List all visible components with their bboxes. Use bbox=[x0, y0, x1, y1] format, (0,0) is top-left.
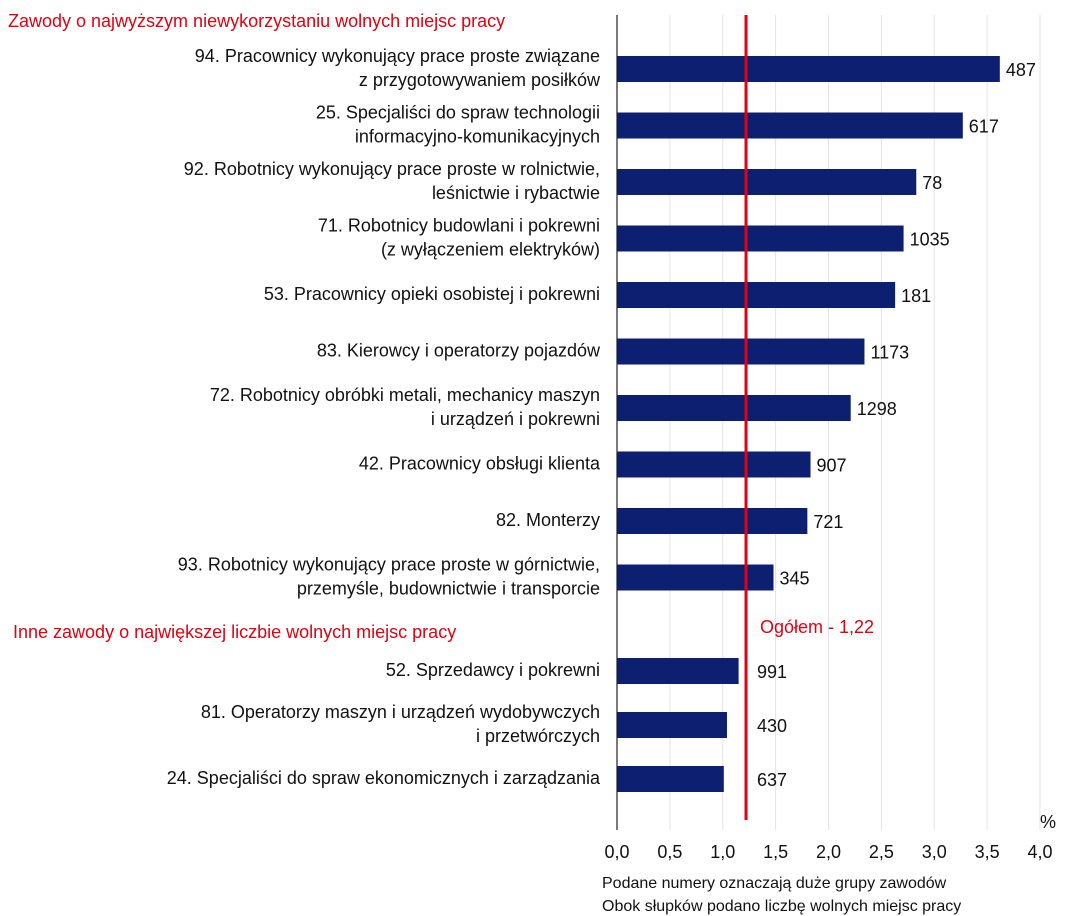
x-tick-label: 3,0 bbox=[922, 842, 947, 862]
bar bbox=[617, 225, 904, 252]
category-label: 94. Pracownicy wykonujący prace proste z… bbox=[195, 46, 600, 66]
category-label: i przetwórczych bbox=[476, 726, 600, 746]
category-label: 82. Monterzy bbox=[496, 510, 600, 530]
bar bbox=[617, 169, 917, 195]
bar bbox=[617, 338, 865, 365]
group-title: Zawody o najwyższym niewykorzystaniu wol… bbox=[8, 11, 505, 31]
note: Podane numery oznaczają duże grupy zawod… bbox=[602, 875, 947, 892]
bar bbox=[617, 712, 727, 738]
group-title: Inne zawody o największej liczbie wolnyc… bbox=[13, 622, 456, 642]
bar bbox=[617, 564, 774, 591]
vacancy-label: 78 bbox=[922, 173, 942, 193]
vacancy-label: 991 bbox=[757, 662, 787, 682]
category-label: 25. Specjaliści do spraw technologii bbox=[316, 102, 600, 122]
bar bbox=[617, 395, 851, 421]
category-label: 72. Robotnicy obróbki metali, mechanicy … bbox=[210, 385, 600, 405]
bar bbox=[617, 56, 1000, 82]
x-tick-label: 3,5 bbox=[975, 842, 1000, 862]
x-tick-label: 1,5 bbox=[763, 842, 788, 862]
category-label: 93. Robotnicy wykonujący prace proste w … bbox=[178, 554, 600, 574]
bar bbox=[617, 658, 739, 684]
vacancy-label: 721 bbox=[813, 512, 843, 532]
vacancy-label: 907 bbox=[817, 455, 847, 475]
category-label: 92. Robotnicy wykonujący prace proste w … bbox=[184, 159, 600, 179]
category-label: 42. Pracownicy obsługi klienta bbox=[359, 453, 601, 473]
bar bbox=[617, 282, 896, 308]
vacancy-label: 617 bbox=[969, 116, 999, 136]
category-label: i urządzeń i pokrewni bbox=[431, 409, 600, 429]
vacancy-label: 1173 bbox=[870, 342, 909, 362]
x-tick-label: 0,0 bbox=[604, 842, 629, 862]
x-axis-label: % bbox=[1040, 812, 1056, 832]
note: Obok słupków podano liczbę wolnych miejs… bbox=[602, 898, 961, 915]
vacancy-label: 1035 bbox=[910, 229, 950, 249]
category-label: 83. Kierowcy i operatorzy pojazdów bbox=[317, 340, 601, 360]
x-tick-label: 0,5 bbox=[657, 842, 682, 862]
category-label: 71. Robotnicy budowlani i pokrewni bbox=[318, 215, 600, 235]
category-label: z przygotowywaniem posiłków bbox=[359, 70, 601, 90]
bar bbox=[617, 112, 963, 139]
category-label: 24. Specjaliści do spraw ekonomicznych i… bbox=[167, 768, 601, 788]
category-label: 53. Pracownicy opieki osobistej i pokrew… bbox=[264, 284, 600, 304]
x-tick-label: 2,5 bbox=[869, 842, 894, 862]
vacancy-label: 637 bbox=[757, 770, 787, 790]
vacancy-label: 430 bbox=[757, 716, 787, 736]
category-label: przemyśle, budownictwie i transporcie bbox=[297, 578, 600, 598]
category-label: 52. Sprzedawcy i pokrewni bbox=[386, 660, 600, 680]
bar bbox=[617, 766, 724, 792]
x-tick-label: 1,0 bbox=[710, 842, 735, 862]
category-label: (z wyłączeniem elektryków) bbox=[381, 239, 600, 259]
vacancy-label: 345 bbox=[780, 568, 810, 588]
x-tick-label: 2,0 bbox=[816, 842, 841, 862]
vacancy-label: 487 bbox=[1006, 60, 1036, 80]
bar bbox=[617, 451, 811, 478]
category-label: leśnictwie i rybactwie bbox=[432, 183, 600, 203]
category-label: informacyjno-komunikacyjnych bbox=[355, 126, 600, 146]
reference-label: Ogółem - 1,22 bbox=[760, 617, 874, 637]
bar bbox=[617, 508, 808, 534]
category-label: 81. Operatorzy maszyn i urządzeń wydobyw… bbox=[201, 702, 600, 722]
vacancy-label: 181 bbox=[901, 286, 931, 306]
x-tick-label: 4,0 bbox=[1027, 842, 1052, 862]
vacancy-label: 1298 bbox=[857, 399, 897, 419]
